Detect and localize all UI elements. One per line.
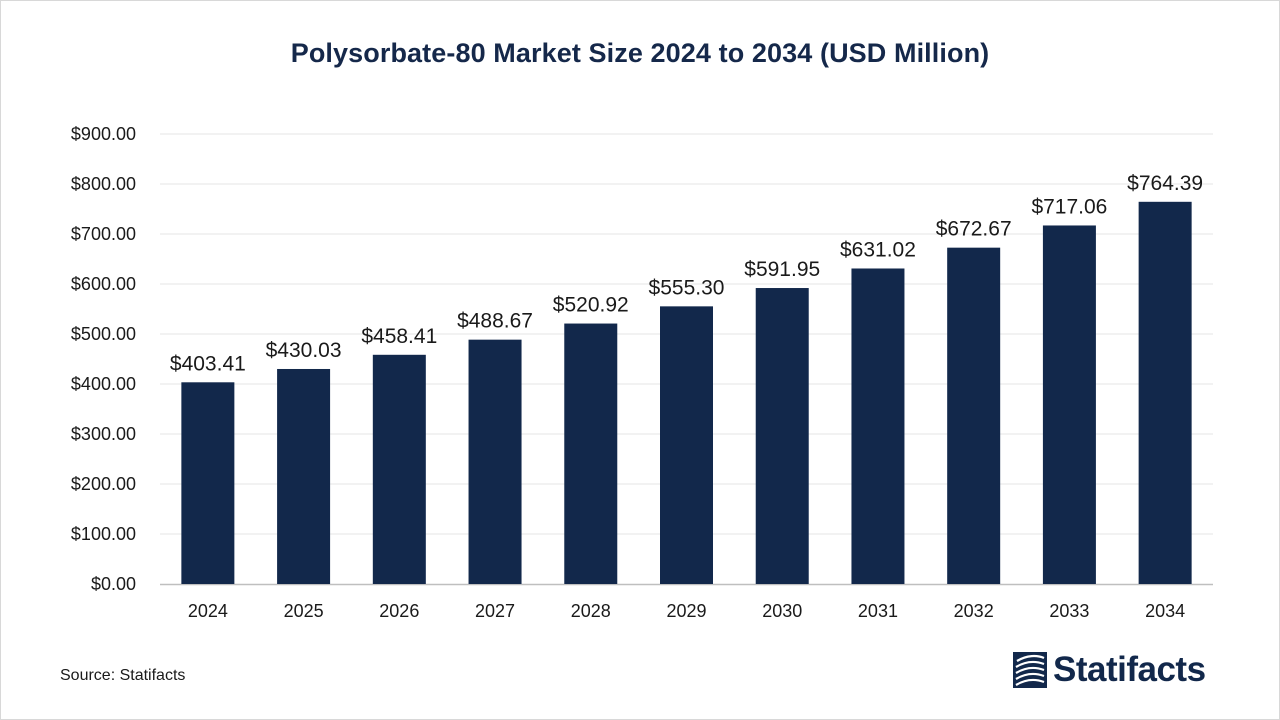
bar	[181, 382, 235, 584]
bar	[564, 323, 618, 584]
data-label: $488.67	[457, 310, 533, 333]
x-tick-label: 2031	[858, 601, 898, 621]
x-tick-label: 2030	[762, 601, 802, 621]
y-tick-label: $800.00	[71, 174, 136, 194]
statifacts-logo: Statifacts	[1013, 650, 1206, 690]
brand-name: Statifacts	[1053, 650, 1206, 689]
y-tick-label: $0.00	[91, 574, 136, 594]
data-label: $520.92	[553, 294, 629, 317]
bar	[277, 368, 331, 584]
y-tick-label: $400.00	[71, 374, 136, 394]
data-label: $717.06	[1031, 195, 1107, 218]
statifacts-logo-icon	[1013, 652, 1047, 688]
data-label: $403.41	[170, 352, 246, 375]
x-tick-label: 2025	[284, 601, 324, 621]
bar	[468, 339, 522, 584]
y-tick-label: $100.00	[71, 524, 136, 544]
x-tick-label: 2033	[1049, 601, 1089, 621]
x-tick-label: 2026	[379, 601, 419, 621]
x-tick-label: 2028	[571, 601, 611, 621]
bar	[372, 354, 426, 584]
bar	[1138, 201, 1192, 584]
y-tick-label: $200.00	[71, 474, 136, 494]
y-tick-label: $300.00	[71, 424, 136, 444]
x-tick-label: 2032	[954, 601, 994, 621]
data-label: $631.02	[840, 238, 916, 261]
bar	[1042, 225, 1096, 584]
x-tick-label: 2027	[475, 601, 515, 621]
x-tick-label: 2034	[1145, 601, 1185, 621]
data-label: $430.03	[266, 339, 342, 362]
data-label: $672.67	[936, 218, 1012, 241]
bar	[851, 268, 905, 584]
y-tick-label: $700.00	[71, 224, 136, 244]
data-label: $764.39	[1127, 172, 1203, 195]
y-tick-label: $900.00	[71, 124, 136, 144]
chart-title: Polysorbate-80 Market Size 2024 to 2034 …	[290, 38, 990, 68]
y-tick-label: $600.00	[71, 274, 136, 294]
bar	[755, 288, 809, 584]
bar	[660, 306, 713, 584]
data-label: $555.30	[649, 276, 725, 299]
data-label: $591.95	[744, 258, 820, 281]
x-tick-label: 2024	[188, 601, 228, 621]
data-label: $458.41	[361, 325, 437, 348]
y-tick-label: $500.00	[71, 324, 136, 344]
bar	[947, 247, 1001, 585]
source-note: Source: Statifacts	[60, 667, 186, 684]
x-tick-label: 2029	[666, 601, 706, 621]
